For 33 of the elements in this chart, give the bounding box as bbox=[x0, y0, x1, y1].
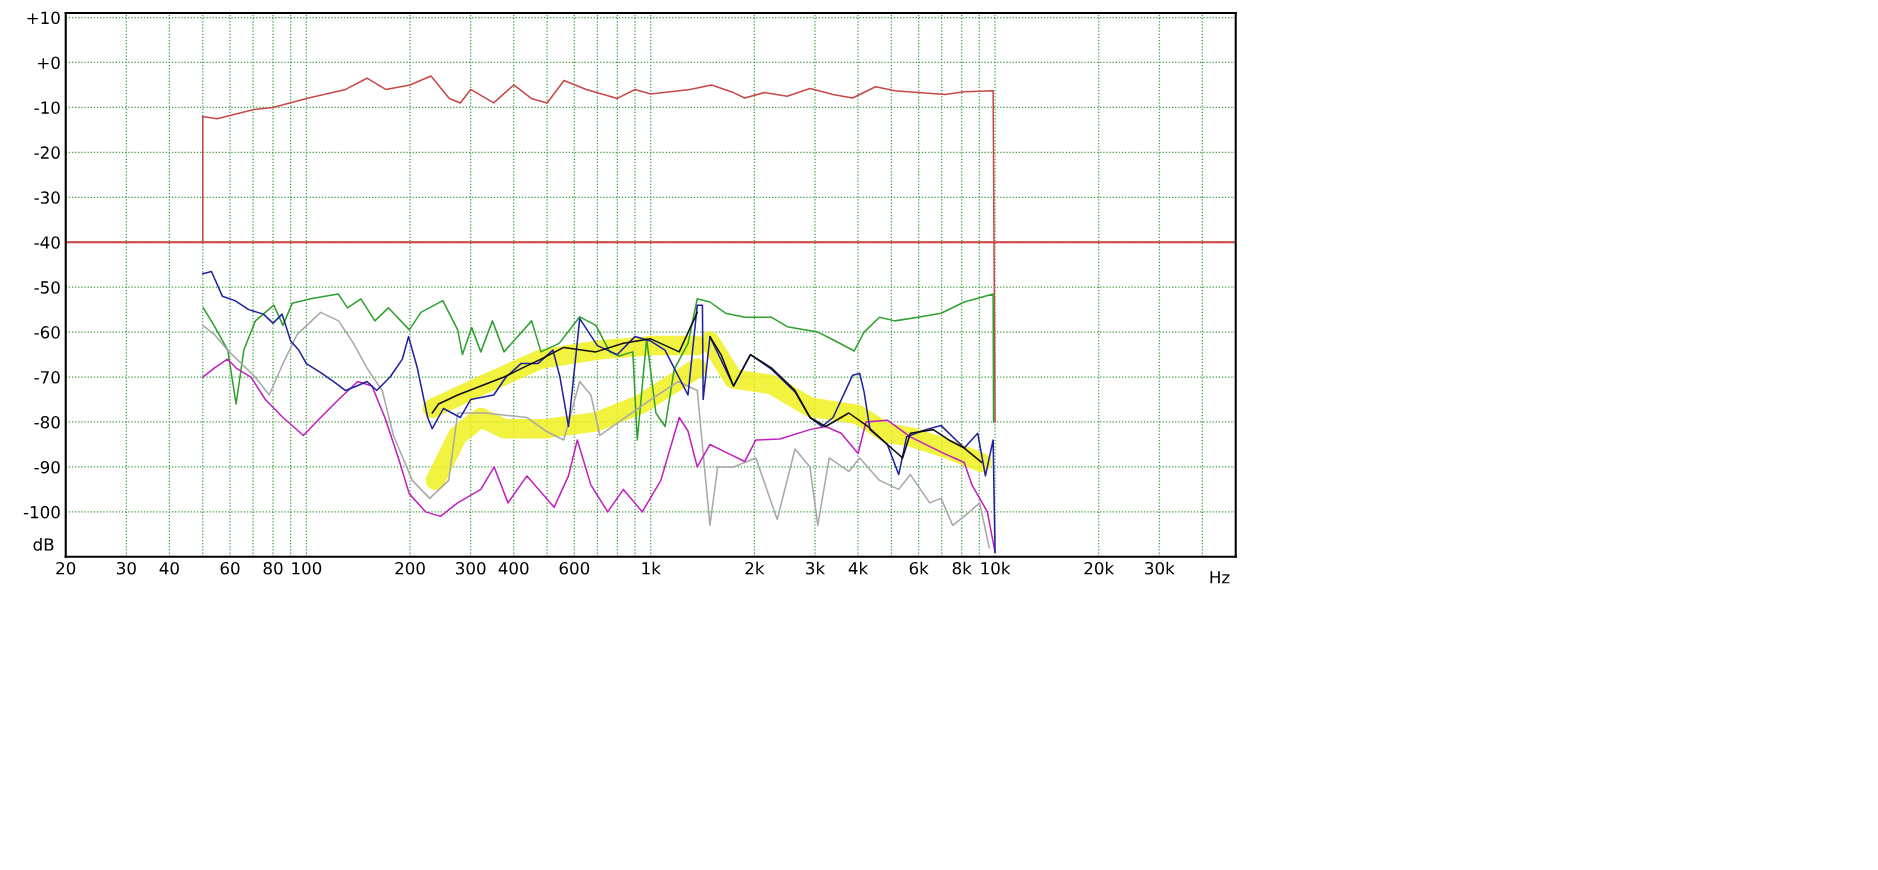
x-axis-title: Hz bbox=[1210, 571, 1230, 584]
x-tick-label: 60 bbox=[220, 561, 240, 575]
x-tick-label: 100 bbox=[292, 561, 322, 575]
x-tick-label: 30k bbox=[1145, 561, 1175, 575]
x-tick-label: 2k bbox=[745, 561, 765, 575]
x-tick-label: 3k bbox=[806, 561, 826, 575]
x-tick-label: 80 bbox=[263, 561, 283, 575]
x-tick-label: 4k bbox=[848, 561, 869, 575]
y-tick-label: +0 bbox=[38, 56, 60, 70]
x-tick-label: 30 bbox=[117, 561, 136, 575]
y-tick-label: -90 bbox=[34, 460, 60, 474]
x-tick-label: 20k bbox=[1084, 561, 1115, 575]
x-tick-label: 20 bbox=[56, 561, 76, 575]
y-tick-label: +10 bbox=[27, 11, 60, 25]
y-tick-label: -70 bbox=[34, 371, 60, 384]
x-tick-label: 200 bbox=[395, 561, 425, 575]
x-tick-label: 400 bbox=[498, 561, 529, 575]
y-tick-label: -80 bbox=[34, 415, 60, 429]
x-tick-label: 1k bbox=[642, 561, 661, 575]
x-tick-label: 600 bbox=[559, 561, 590, 575]
y-tick-label: -50 bbox=[34, 281, 60, 294]
x-tick-label: 10k bbox=[981, 561, 1011, 575]
x-tick-label: 8k bbox=[952, 561, 972, 575]
y-tick-label: -30 bbox=[34, 191, 60, 204]
x-tick-label: 40 bbox=[159, 561, 179, 575]
y-tick-label: -20 bbox=[34, 146, 60, 159]
x-tick-label: 300 bbox=[456, 561, 486, 575]
y-tick-label: -100 bbox=[23, 505, 60, 519]
y-tick-label: -40 bbox=[34, 236, 60, 249]
y-tick-label: -60 bbox=[34, 326, 60, 339]
x-tick-label: 6k bbox=[909, 561, 929, 575]
y-tick-label: -10 bbox=[34, 101, 60, 114]
y-axis-title: dB bbox=[33, 537, 54, 551]
